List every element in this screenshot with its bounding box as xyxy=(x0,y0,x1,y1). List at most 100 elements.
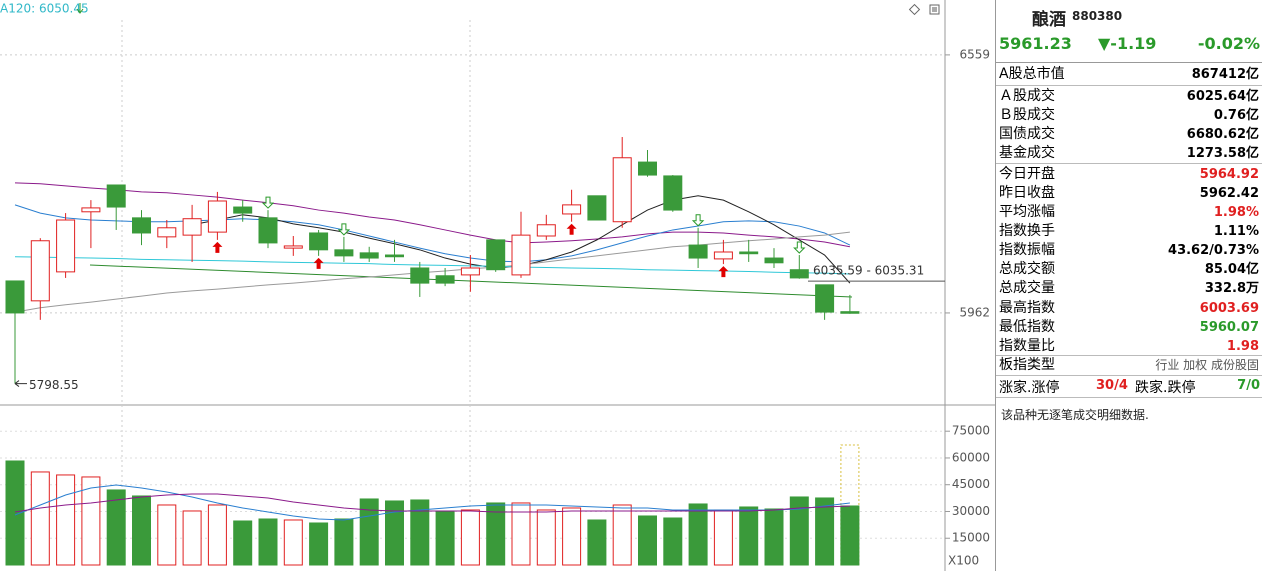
candle-body xyxy=(334,249,354,257)
stat-row: 国债成交 6680.62亿 xyxy=(996,125,1261,144)
separator xyxy=(996,397,1262,398)
buy-signal xyxy=(212,241,223,253)
y-tick-label: 60000 xyxy=(952,450,990,464)
unit-label: X100 xyxy=(948,554,979,568)
buy-signal xyxy=(718,266,729,278)
volume-bar xyxy=(789,496,809,566)
y-tick-label: 30000 xyxy=(952,504,990,518)
volume-bar xyxy=(713,509,733,566)
stat-row: 平均涨幅 1.98% xyxy=(996,203,1261,222)
stat-label: 指数换手 xyxy=(999,223,1055,239)
stat-label: 基金成交 xyxy=(999,145,1055,161)
stat-value: 1273.58亿 xyxy=(1186,146,1259,161)
volume-bar xyxy=(182,510,202,566)
volume-bar xyxy=(663,517,683,566)
candle-body xyxy=(385,254,404,258)
volume-bar xyxy=(435,510,455,566)
stat-value: 6025.64亿 xyxy=(1186,89,1259,104)
stat-row: Ａ股成交 6025.64亿 xyxy=(996,87,1261,106)
ref-label: 6035.59 - 6035.31 xyxy=(813,264,924,278)
window-button-inner xyxy=(932,7,937,12)
volume-bar xyxy=(258,518,278,566)
stat-row: 昨日收盘 5962.42 xyxy=(996,184,1261,203)
stat-label: 最高指数 xyxy=(999,300,1055,316)
volume-bar xyxy=(56,474,76,566)
volume-bar xyxy=(562,507,582,566)
stat-value: 332.8万 xyxy=(1204,281,1259,296)
y-tick-label: 15000 xyxy=(952,531,990,545)
stat-value: 行业 加权 成份股固 xyxy=(1155,358,1259,372)
ma-line xyxy=(14,182,850,248)
ma-line xyxy=(14,231,850,313)
volume-bar xyxy=(460,509,480,566)
candle-body xyxy=(157,227,177,238)
candle-body xyxy=(739,251,759,255)
breadth-up-label: 涨家.涨停 xyxy=(999,380,1060,396)
low-arrow xyxy=(14,380,27,387)
stat-row: 今日开盘 5964.92 xyxy=(996,165,1261,184)
candle-body xyxy=(789,269,809,279)
candle-body xyxy=(460,267,480,276)
stat-label: 昨日收盘 xyxy=(999,185,1055,201)
separator xyxy=(996,163,1262,164)
candle-body xyxy=(410,267,430,284)
volume-bar xyxy=(283,519,303,566)
ma-label: A120: 6050.45 xyxy=(0,2,89,16)
breadth-down-value: 7/0 xyxy=(1237,378,1260,393)
stat-value: 5962.42 xyxy=(1199,186,1259,201)
stat-value: 5960.07 xyxy=(1199,320,1259,335)
trend-line xyxy=(89,264,853,298)
volume-bar xyxy=(309,522,329,566)
stat-row: 总成交额 85.04亿 xyxy=(996,260,1261,279)
candle-body xyxy=(132,217,151,234)
stat-label: 指数振幅 xyxy=(999,242,1055,258)
candle-body xyxy=(840,311,860,314)
candle-body xyxy=(30,240,50,302)
stat-label: 今日开盘 xyxy=(999,166,1055,182)
stat-label: A股总市值 xyxy=(999,66,1065,82)
stat-label: 平均涨幅 xyxy=(999,204,1055,220)
stat-row: 指数量比 1.98 xyxy=(996,337,1261,356)
buy-signal xyxy=(313,257,324,269)
change: ▼-1.19 xyxy=(1098,34,1157,53)
stat-value: 0.76亿 xyxy=(1213,108,1259,123)
stat-row: 基金成交 1273.58亿 xyxy=(996,144,1261,163)
volume-bar xyxy=(511,502,531,566)
volume-bar xyxy=(5,460,25,566)
down-icon xyxy=(76,3,84,14)
candle-body xyxy=(511,234,531,276)
candle-body xyxy=(56,219,76,273)
volume-bar xyxy=(334,518,354,566)
window-button[interactable] xyxy=(929,4,940,15)
price: 5961.23 xyxy=(999,34,1072,53)
y-tick-label: 75000 xyxy=(952,424,990,438)
stat-row: 指数振幅 43.62/0.73% xyxy=(996,241,1261,260)
volume-bar xyxy=(207,504,227,566)
candle-body xyxy=(663,175,683,211)
candle-body xyxy=(713,251,733,260)
stat-label: 总成交量 xyxy=(999,280,1055,296)
diamond-button[interactable] xyxy=(908,3,921,16)
y-tick-label: 6559 xyxy=(959,47,990,61)
candle-body xyxy=(638,161,657,176)
stat-value: 6003.69 xyxy=(1199,301,1259,316)
stat-value: 1.98% xyxy=(1213,205,1259,220)
ma-line xyxy=(14,204,851,263)
candle-body xyxy=(106,184,126,208)
stat-row: Ｂ股成交 0.76亿 xyxy=(996,106,1261,125)
candle-body xyxy=(435,275,455,284)
candle-body xyxy=(562,204,582,215)
candle-body xyxy=(309,232,329,251)
low-label: 5798.55 xyxy=(29,378,79,392)
candle-body xyxy=(182,218,202,236)
stat-label: 总成交额 xyxy=(999,261,1055,277)
stat-row: 板指类型 行业 加权 成份股固 xyxy=(996,356,1261,375)
candle-body xyxy=(283,245,303,249)
change-pct: -0.02% xyxy=(1197,34,1260,53)
volume-bar xyxy=(81,476,101,566)
stat-row: 总成交量 332.8万 xyxy=(996,279,1261,298)
y-tick-label: 5962 xyxy=(959,305,990,319)
stat-label: 最低指数 xyxy=(999,319,1055,335)
stat-value: 1.11% xyxy=(1213,224,1259,239)
volume-bar xyxy=(638,515,657,566)
